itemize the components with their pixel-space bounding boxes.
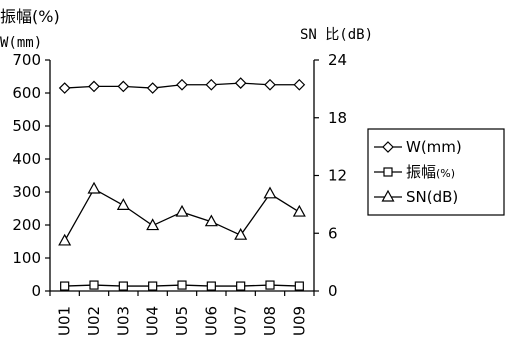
x-tick-label: U09 [290, 306, 308, 336]
data-point-amplitude [265, 280, 275, 290]
data-point-sn-db [204, 214, 218, 227]
data-point-sn-db [234, 227, 248, 240]
right-tick-label: 6 [328, 224, 338, 242]
data-point-w-mm [264, 78, 276, 91]
data-point-sn-db [58, 233, 72, 246]
left-axis-title: 振幅(%) [0, 7, 60, 26]
right-axis-title: SN 比(dB) [300, 27, 373, 43]
data-point-amplitude [148, 281, 158, 291]
data-point-sn-db [116, 198, 130, 210]
legend: W(mm) 振幅(%) SN(dB) [367, 128, 505, 216]
data-point-amplitude [236, 281, 246, 291]
data-point-w-mm [176, 78, 188, 91]
plot-area: 0 100 200 300 400 500 600 700 0 6 12 18 24 U01 U02 U03 U… [12, 51, 347, 336]
data-point-sn-db [292, 204, 306, 217]
x-tick-label: U07 [232, 306, 250, 336]
left-tick-label: 100 [12, 249, 41, 267]
left-tick-label: 500 [12, 117, 41, 135]
x-tick-label: U08 [261, 306, 279, 336]
data-point-w-mm [146, 82, 159, 94]
data-point-w-mm [58, 82, 71, 94]
legend-marker-w-mm [382, 141, 394, 153]
data-point-amplitude [60, 281, 70, 291]
right-tick-label: 18 [328, 109, 347, 127]
right-tick-label: 24 [328, 51, 347, 69]
data-point-w-mm [293, 78, 306, 91]
data-point-sn-db [87, 181, 101, 194]
data-point-amplitude [206, 281, 216, 291]
legend-marker-amplitude [383, 167, 393, 177]
data-point-sn-db [263, 186, 277, 199]
data-point-amplitude [89, 280, 99, 290]
x-tick-label: U06 [202, 306, 220, 336]
data-point-w-mm [88, 80, 100, 93]
left-tick-label: 700 [12, 51, 41, 69]
left-tick-label: 0 [31, 282, 41, 300]
x-tick-label: U03 [114, 306, 132, 336]
left-axis-unit-label: W(mm) [0, 35, 42, 51]
left-tick-label: 200 [12, 216, 41, 234]
data-point-w-mm [117, 80, 130, 93]
legend-label-sn-db: SN(dB) [406, 188, 458, 206]
left-tick-label: 300 [12, 183, 41, 201]
legend-marker-sn-db [381, 189, 395, 202]
data-point-sn-db [175, 204, 189, 217]
data-point-sn-db [146, 218, 160, 231]
data-point-w-mm [234, 77, 247, 89]
x-tick-label: U04 [144, 306, 162, 336]
data-point-w-mm [205, 78, 218, 91]
left-tick-label: 600 [12, 84, 41, 102]
right-tick-label: 12 [328, 167, 347, 185]
x-tick-label: U05 [173, 306, 191, 336]
legend-label-amplitude: 振幅(%) [406, 163, 455, 181]
legend-label-w-mm: W(mm) [406, 138, 462, 156]
data-point-amplitude [177, 280, 187, 290]
left-tick-label: 400 [12, 150, 41, 168]
x-tick-label: U01 [56, 306, 74, 336]
data-point-amplitude [118, 281, 128, 291]
data-point-amplitude [294, 281, 304, 291]
x-tick-label: U02 [85, 306, 103, 336]
right-tick-label: 0 [328, 282, 338, 300]
